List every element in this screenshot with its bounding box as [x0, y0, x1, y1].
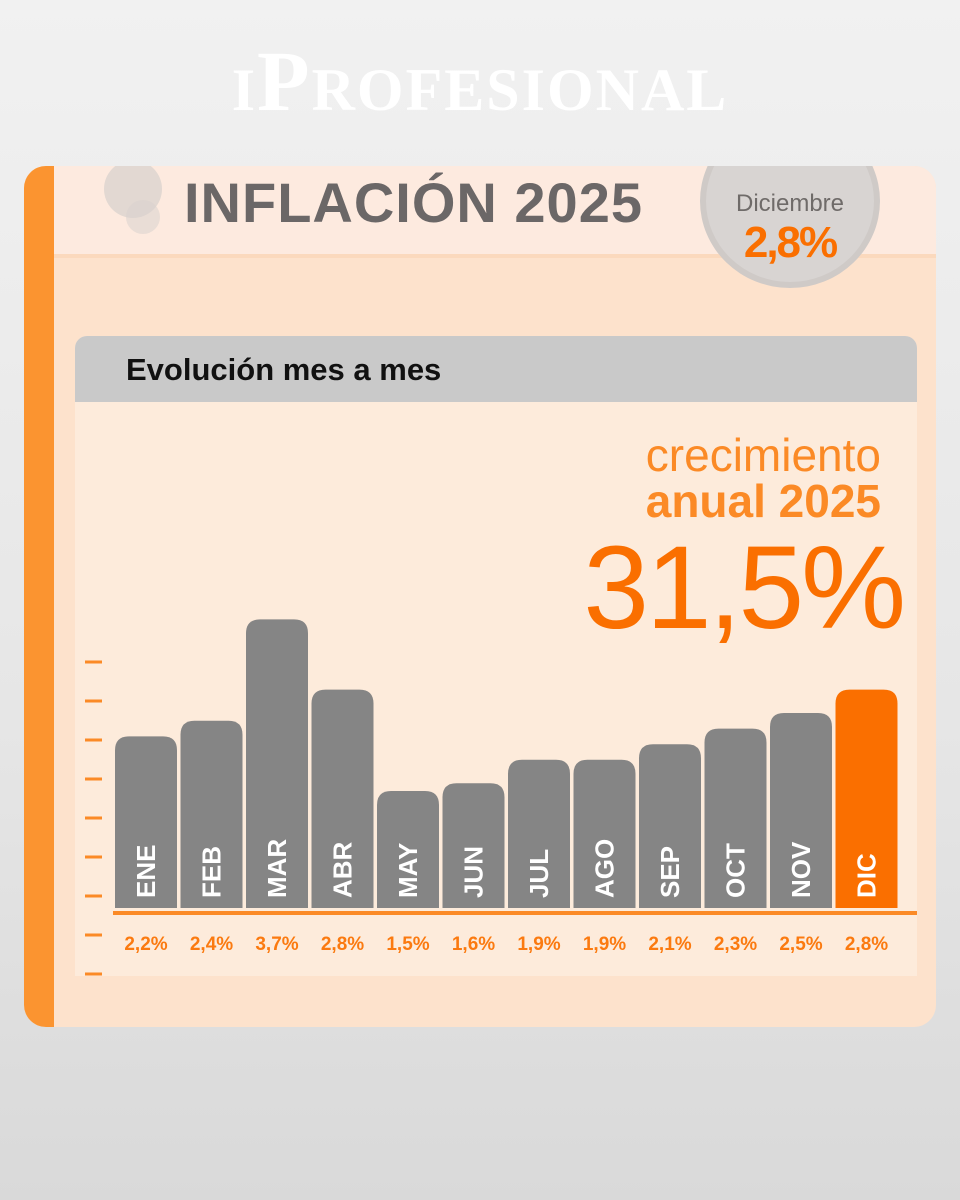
bar-jun: [442, 783, 505, 908]
page-title: INFLACIÓN 2025: [184, 171, 643, 234]
month-label: MAY: [393, 843, 423, 898]
month-label: JUN: [459, 846, 489, 898]
annual-growth-label: crecimiento: [645, 429, 881, 481]
bar-jul: [508, 759, 570, 908]
bar-oct: [704, 728, 767, 908]
value-label: 2,8%: [845, 934, 888, 955]
bar-nov: [770, 713, 832, 908]
bar-mar: [246, 619, 308, 908]
value-label: 3,7%: [255, 934, 298, 955]
annual-growth-year: anual 2025: [645, 475, 881, 527]
bar-dic: [835, 689, 898, 908]
inflation-card: INFLACIÓN 2025 Diciembre 2,8% Evolución …: [24, 166, 936, 1027]
annual-growth-value: 31,5%: [583, 522, 906, 654]
month-label: DIC: [852, 853, 882, 898]
card-accent-stripe: [24, 166, 54, 1027]
panel-header: Evolución mes a mes: [75, 336, 917, 402]
value-label: 2,8%: [321, 934, 364, 955]
bar-ene: [115, 736, 177, 908]
month-badge: Diciembre 2,8%: [700, 166, 880, 288]
monthly-inflation-chart: ENE 2,2% FEB 2,4% MAR 3,7% ABR 2,8% MAY 1,5% JUN 1,…: [85, 619, 917, 976]
month-label: JUL: [524, 849, 554, 898]
chart-panel: Evolución mes a mes crecimiento anual 20…: [75, 336, 917, 976]
value-label: 2,4%: [190, 934, 233, 955]
panel-title: Evolución mes a mes: [126, 352, 442, 387]
decorative-bubble: [126, 200, 160, 234]
bar-abr: [311, 689, 374, 908]
month-badge-label: Diciembre: [735, 190, 845, 217]
month-label: ABR: [328, 841, 358, 898]
bar-feb: [180, 720, 243, 908]
value-label: 1,9%: [517, 934, 560, 955]
brand-logo: iProfesional: [231, 33, 729, 129]
month-label: SEP: [655, 846, 685, 898]
value-label: 1,6%: [452, 934, 495, 955]
bar-sep: [639, 744, 701, 908]
month-label: FEB: [197, 846, 227, 898]
month-label: AGO: [590, 839, 620, 898]
month-label: OCT: [721, 843, 751, 898]
value-label: 2,5%: [779, 934, 822, 955]
bar-ago: [573, 759, 636, 908]
value-label: 1,9%: [583, 934, 626, 955]
month-badge-value: 2,8%: [743, 218, 838, 267]
value-label: 2,3%: [714, 934, 757, 955]
month-label: MAR: [262, 839, 292, 898]
value-label: 2,2%: [124, 934, 167, 955]
month-label: NOV: [786, 841, 816, 898]
value-label: 2,1%: [648, 934, 691, 955]
bar-may: [377, 791, 439, 908]
value-label: 1,5%: [386, 934, 429, 955]
month-label: ENE: [131, 845, 161, 898]
